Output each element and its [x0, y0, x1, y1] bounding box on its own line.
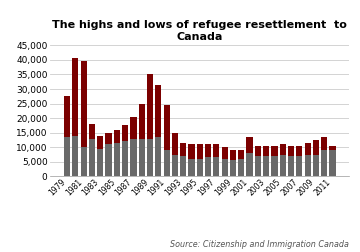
Bar	[230, 160, 236, 176]
Bar	[329, 150, 336, 176]
Bar	[313, 140, 319, 154]
Bar	[163, 105, 170, 150]
Bar	[296, 146, 302, 156]
Bar	[81, 147, 87, 176]
Bar	[205, 144, 211, 158]
Bar	[255, 156, 261, 176]
Bar	[81, 61, 87, 147]
Bar	[247, 153, 253, 176]
Text: Source: Citizenship and Immigration Canada: Source: Citizenship and Immigration Cana…	[170, 240, 349, 249]
Bar	[97, 149, 103, 176]
Bar	[172, 154, 178, 176]
Bar	[255, 146, 261, 156]
Bar	[72, 58, 78, 136]
Bar	[321, 137, 327, 150]
Bar	[147, 75, 153, 139]
Bar	[221, 159, 228, 176]
Bar	[238, 150, 244, 159]
Bar	[205, 158, 211, 176]
Bar	[122, 141, 128, 176]
Bar	[221, 147, 228, 159]
Bar	[114, 143, 120, 176]
Bar	[105, 133, 112, 144]
Bar	[238, 159, 244, 176]
Bar	[105, 144, 112, 176]
Bar	[197, 144, 203, 159]
Bar	[305, 154, 311, 176]
Bar	[213, 158, 220, 176]
Bar	[288, 156, 294, 176]
Bar	[280, 154, 286, 176]
Bar	[180, 156, 186, 176]
Bar	[188, 144, 195, 159]
Bar	[329, 146, 336, 150]
Bar	[247, 137, 253, 153]
Bar	[172, 133, 178, 154]
Bar	[263, 146, 269, 156]
Bar	[139, 104, 145, 139]
Bar	[321, 150, 327, 176]
Bar	[271, 156, 278, 176]
Bar	[230, 150, 236, 160]
Bar	[97, 136, 103, 149]
Bar	[64, 137, 70, 176]
Bar	[197, 159, 203, 176]
Bar	[180, 143, 186, 156]
Bar	[288, 146, 294, 156]
Title: The highs and lows of refugee resettlement  to
Canada: The highs and lows of refugee resettleme…	[52, 20, 347, 42]
Bar	[89, 124, 95, 139]
Bar	[130, 117, 136, 139]
Bar	[64, 96, 70, 137]
Bar	[263, 156, 269, 176]
Bar	[155, 137, 161, 176]
Bar	[271, 146, 278, 156]
Bar	[147, 139, 153, 176]
Bar	[305, 143, 311, 154]
Bar	[72, 136, 78, 176]
Bar	[213, 144, 220, 158]
Bar	[130, 139, 136, 176]
Legend: Gov't ass. Refugees, Priv. Spons. Refugees: Gov't ass. Refugees, Priv. Spons. Refuge…	[86, 249, 314, 252]
Bar	[155, 85, 161, 137]
Bar	[313, 154, 319, 176]
Bar	[280, 144, 286, 154]
Bar	[89, 139, 95, 176]
Bar	[163, 150, 170, 176]
Bar	[122, 125, 128, 141]
Bar	[114, 130, 120, 143]
Bar	[188, 159, 195, 176]
Bar	[139, 139, 145, 176]
Bar	[296, 156, 302, 176]
